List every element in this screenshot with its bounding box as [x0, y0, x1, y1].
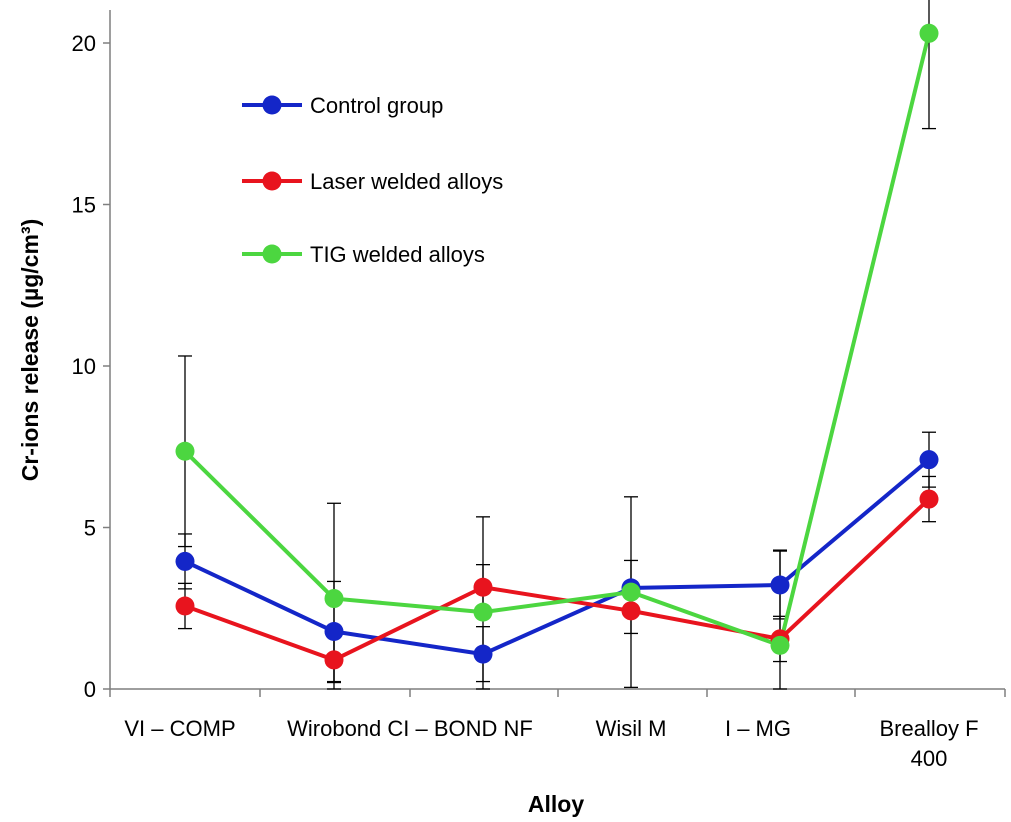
- series-line: [184, 458, 931, 657]
- data-point: [919, 489, 939, 509]
- series-line: [184, 497, 931, 662]
- data-point: [175, 551, 195, 571]
- data-point: [919, 23, 939, 43]
- axes: 0 5 10 15 20 VI – COMP Wirobond CI – BOND NF Wi…: [72, 10, 1006, 771]
- x-tick-label: Wisil M: [596, 716, 667, 741]
- data-point: [621, 582, 641, 602]
- legend-label: TIG welded alloys: [310, 242, 485, 267]
- legend-marker: [262, 244, 282, 264]
- data-point: [175, 441, 195, 461]
- data-point: [324, 589, 344, 609]
- series-points: [175, 23, 939, 670]
- legend-label: Laser welded alloys: [310, 169, 503, 194]
- x-tick-label: I – MG: [725, 716, 791, 741]
- y-tick-label: 15: [72, 193, 96, 218]
- series-lines: [183, 32, 931, 662]
- data-point: [175, 596, 195, 616]
- data-point: [770, 635, 790, 655]
- y-tick-label: 10: [72, 354, 96, 379]
- legend-marker: [262, 171, 282, 191]
- y-tick-label: 0: [84, 677, 96, 702]
- x-tick-label: Brealloy F 400: [879, 716, 978, 771]
- legend-marker: [262, 95, 282, 115]
- y-tick-label: 5: [84, 516, 96, 541]
- data-point: [324, 622, 344, 642]
- data-point: [770, 575, 790, 595]
- data-point: [473, 577, 493, 597]
- legend: Control group Laser welded alloys TIG weld…: [242, 93, 503, 267]
- x-tick-label-line: 400: [911, 746, 948, 771]
- y-axis-title: Cr-ions release (µg/cm³): [17, 219, 43, 482]
- series-line: [183, 32, 931, 648]
- x-tick-label: Wirobond CI – BOND NF: [287, 716, 533, 741]
- y-tick-label: 20: [72, 31, 96, 56]
- data-point: [473, 602, 493, 622]
- x-axis-title: Alloy: [528, 791, 584, 817]
- x-tick-label-line: Brealloy F: [879, 716, 978, 741]
- data-point: [919, 450, 939, 470]
- data-point: [473, 644, 493, 664]
- data-point: [324, 650, 344, 670]
- legend-label: Control group: [310, 93, 443, 118]
- data-point: [621, 601, 641, 621]
- x-tick-label: VI – COMP: [124, 716, 235, 741]
